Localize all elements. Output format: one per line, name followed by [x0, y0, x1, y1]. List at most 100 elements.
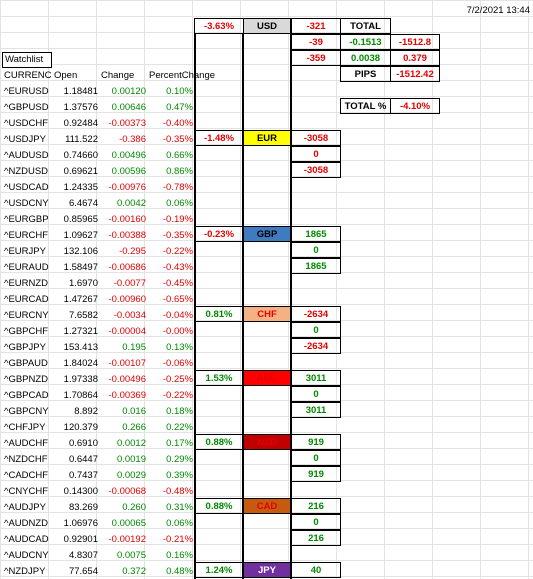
row-symbol: ^AUDUSD — [4, 150, 49, 161]
total-pct-value: -4.10% — [390, 98, 440, 114]
row-percent: -0.25% — [162, 374, 193, 385]
currency-name-chf: CHF — [243, 306, 291, 322]
row-open: 1.37576 — [63, 102, 98, 113]
row-percent: -0.22% — [162, 246, 193, 257]
row-change: -0.00373 — [108, 118, 146, 129]
row-symbol: ^GBPJPY — [4, 342, 46, 353]
divider-right — [290, 18, 292, 579]
timestamp: 7/2/2021 13:44 — [466, 5, 530, 16]
currency-name-gbp: GBP — [243, 226, 291, 242]
row-change: 0.0012 — [116, 438, 146, 449]
currency-pct-cad: 0.88% — [194, 498, 244, 514]
total-pct-label: TOTAL % — [340, 98, 391, 114]
row-symbol: ^AUDNZD — [4, 518, 49, 529]
currency-value1-aud: 3011 — [291, 370, 341, 386]
row-open: 7.6582 — [68, 310, 98, 321]
row-symbol: ^GBPUSD — [4, 102, 49, 113]
currency-name-eur: EUR — [243, 130, 291, 146]
row-percent: 0.66% — [166, 150, 193, 161]
header-currency: CURRENCI — [4, 70, 52, 81]
pips-value: -1512.42 — [390, 66, 440, 82]
currency-value2-eur: 0 — [291, 146, 341, 162]
row-change: 0.0019 — [116, 454, 146, 465]
row-percent: -0.21% — [162, 534, 193, 545]
row-change: -0.00369 — [108, 390, 146, 401]
row-percent: 0.17% — [166, 438, 193, 449]
row-symbol: ^GBPAUD — [4, 358, 48, 369]
row-change: -0.00388 — [108, 230, 146, 241]
row-percent: -0.35% — [162, 134, 193, 145]
row-percent: -0.35% — [162, 230, 193, 241]
row-open: 1.84024 — [63, 358, 98, 369]
row-open: 6.4674 — [68, 198, 98, 209]
row-open: 0.6910 — [68, 438, 98, 449]
row-percent: 0.10% — [166, 86, 193, 97]
currency-value2-nzd: 0 — [291, 450, 341, 466]
row-open: 4.8307 — [68, 550, 98, 561]
currency-name-aud: AUD — [243, 370, 291, 386]
row-change: -0.00107 — [108, 358, 146, 369]
row-open: 0.69621 — [63, 166, 98, 177]
row-symbol: ^EURJPY — [4, 246, 46, 257]
row-change: 0.00496 — [111, 150, 146, 161]
header-change: Change — [101, 70, 135, 81]
row-change: -0.00496 — [108, 374, 146, 385]
currency-value1-jpy: 40 — [291, 562, 341, 578]
currency-value1-cad: 216 — [291, 498, 341, 514]
currency-value3-eur: -3058 — [291, 162, 341, 178]
row-open: 1.27321 — [63, 326, 98, 337]
row-percent: -0.40% — [162, 118, 193, 129]
total-change: -0.1513 — [340, 34, 391, 50]
row-open: 0.14300 — [63, 486, 98, 497]
row-open: 77.654 — [68, 566, 98, 577]
currency-value3-nzd: 919 — [291, 466, 341, 482]
row-percent: 0.47% — [166, 102, 193, 113]
total-label: TOTAL — [340, 18, 391, 34]
currency-pct-jpy: 1.24% — [194, 562, 244, 578]
row-open: 1.24335 — [63, 182, 98, 193]
currency-pct-gbp: -0.23% — [194, 226, 244, 242]
row-change: 0.0029 — [116, 470, 146, 481]
currency-value2-gbp: 0 — [291, 242, 341, 258]
row2-a: 0.0038 — [340, 50, 391, 66]
row-percent: 0.86% — [166, 166, 193, 177]
row-percent: 0.48% — [166, 566, 193, 577]
row-change: 0.266 — [122, 422, 146, 433]
currency-value3-chf: -2634 — [291, 338, 341, 354]
row-symbol: ^AUDCAD — [4, 534, 49, 545]
row-open: 0.92484 — [63, 118, 98, 129]
currency-value2-chf: 0 — [291, 322, 341, 338]
row-symbol: ^NZDJPY — [4, 566, 46, 577]
row-open: 153.413 — [63, 342, 98, 353]
row-change: 0.260 — [122, 502, 146, 513]
row-change: 0.016 — [122, 406, 146, 417]
row-change: -0.295 — [119, 246, 146, 257]
row-symbol: ^USDCNY — [4, 198, 49, 209]
row-change: -0.00976 — [108, 182, 146, 193]
currency-pct-aud: 1.53% — [194, 370, 244, 386]
row2-b: 0.379 — [390, 50, 440, 66]
row-symbol: ^EURCNY — [4, 310, 49, 321]
row-open: 1.09627 — [63, 230, 98, 241]
row-change: -0.386 — [119, 134, 146, 145]
row-symbol: ^CNYCHF — [4, 486, 49, 497]
row-open: 0.85965 — [63, 214, 98, 225]
row-symbol: ^CADCHF — [4, 470, 49, 481]
currency-pct-eur: -1.48% — [194, 130, 244, 146]
row-change: 0.195 — [122, 342, 146, 353]
row-symbol: ^CHFJPY — [4, 422, 46, 433]
currency-value3-usd: -359 — [291, 50, 341, 66]
row-percent: 0.39% — [166, 470, 193, 481]
row-change: 0.0042 — [116, 198, 146, 209]
row-change: -0.0077 — [113, 278, 146, 289]
row-percent: -0.22% — [162, 390, 193, 401]
row-symbol: ^GBPCAD — [4, 390, 49, 401]
row-percent: -0.43% — [162, 262, 193, 273]
header-percent-change: PercentChange — [149, 70, 216, 81]
row-symbol: ^NZDUSD — [4, 166, 49, 177]
row-symbol: ^GBPNZD — [4, 374, 49, 385]
currency-name-usd: USD — [243, 18, 291, 34]
row-open: 1.6970 — [68, 278, 98, 289]
row-open: 0.92901 — [63, 534, 98, 545]
